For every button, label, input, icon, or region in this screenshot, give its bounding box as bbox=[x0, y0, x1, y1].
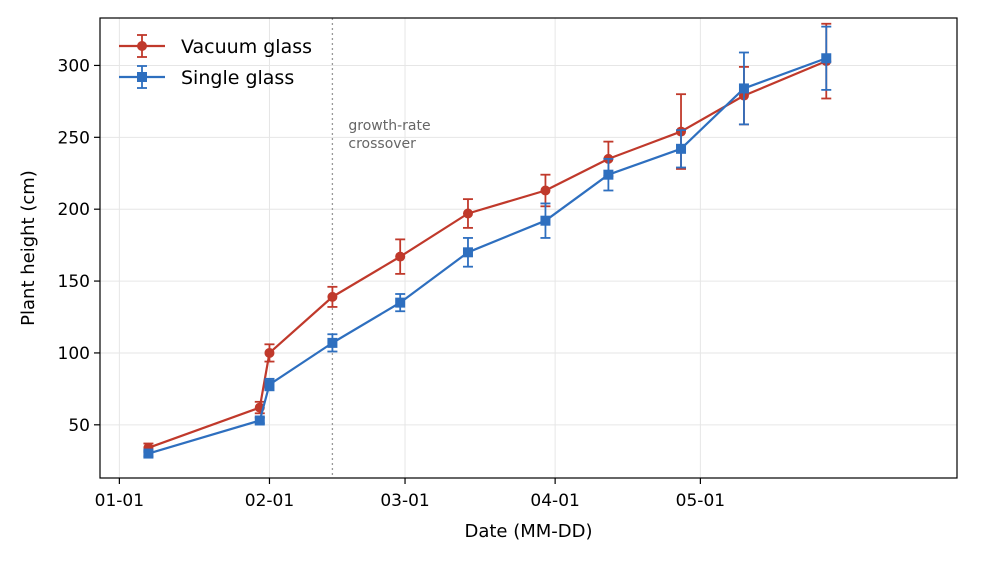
plot-frame bbox=[99, 17, 958, 479]
y-tick-label: 100 bbox=[58, 344, 90, 364]
x-tick-label: 03-01 bbox=[380, 491, 429, 511]
y-axis-title: Plant height (cm) bbox=[18, 170, 39, 326]
x-tick-label: 04-01 bbox=[530, 491, 579, 511]
y-tick-label: 300 bbox=[58, 56, 90, 76]
series-line-vacuum-glass bbox=[148, 60, 827, 449]
annotation-line-1: growth-rate bbox=[348, 118, 430, 134]
x-tick-label: 05-01 bbox=[676, 491, 725, 511]
data-point bbox=[540, 185, 551, 196]
series-single-glass bbox=[143, 25, 832, 459]
y-tick-label: 50 bbox=[68, 416, 90, 436]
data-point bbox=[327, 337, 338, 348]
data-point bbox=[143, 448, 154, 459]
x-tick-label: 01-01 bbox=[95, 491, 144, 511]
annotation-line-2: crossover bbox=[348, 136, 416, 152]
data-point bbox=[738, 83, 749, 94]
data-point bbox=[254, 415, 265, 426]
y-tick-label: 200 bbox=[58, 200, 90, 220]
legend-marker bbox=[137, 72, 147, 82]
axis-ticks: 01-01 02-01 03-01 04-01 05-01 50 100 150 200 250 3… bbox=[58, 56, 726, 511]
data-point bbox=[327, 291, 338, 302]
legend-item-vacuum-glass bbox=[119, 34, 165, 58]
data-point bbox=[462, 247, 473, 258]
legend: Vacuum glass Single glass bbox=[119, 34, 312, 89]
x-axis-title: Date (MM-DD) bbox=[464, 521, 592, 542]
data-point bbox=[603, 169, 614, 180]
data-point bbox=[264, 379, 275, 390]
y-tick-label: 250 bbox=[58, 128, 90, 148]
series-layer bbox=[143, 22, 832, 459]
legend-label-single-glass: Single glass bbox=[181, 67, 294, 89]
legend-label-vacuum-glass: Vacuum glass bbox=[181, 36, 312, 58]
legend-marker bbox=[137, 41, 147, 51]
data-point bbox=[395, 251, 406, 262]
data-point bbox=[676, 143, 687, 154]
data-point bbox=[821, 53, 832, 64]
series-line-single-glass bbox=[148, 57, 827, 455]
legend-item-single-glass bbox=[119, 65, 165, 89]
data-point bbox=[540, 215, 551, 226]
x-tick-label: 02-01 bbox=[245, 491, 294, 511]
data-point bbox=[395, 297, 406, 308]
data-point bbox=[462, 208, 473, 219]
y-tick-label: 150 bbox=[58, 272, 90, 292]
data-point bbox=[264, 347, 275, 358]
